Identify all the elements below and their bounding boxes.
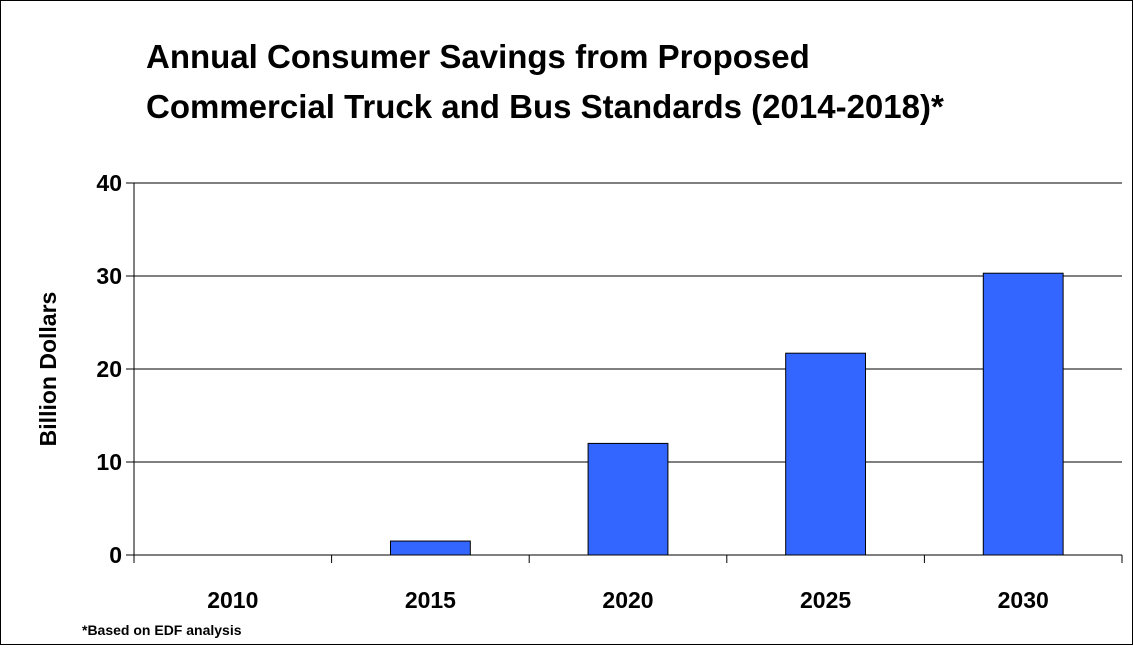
x-tick-label: 2015 [405, 587, 456, 613]
bars [389, 272, 1064, 556]
bar-2020 [587, 442, 669, 556]
bar-2025 [785, 352, 867, 556]
x-tick-labels: 2010 2015 2020 2025 2030 [207, 587, 1049, 613]
x-tick-label: 2010 [207, 587, 258, 613]
chart-title-line-2: Commercial Truck and Bus Standards (2014… [146, 88, 944, 125]
y-tick-label: 40 [96, 170, 122, 196]
y-tick-label: 20 [96, 356, 122, 382]
x-tick-label: 2020 [602, 587, 653, 613]
footnote: *Based on EDF analysis [82, 622, 242, 638]
y-tick-label: 30 [96, 263, 122, 289]
y-axis-label: Billion Dollars [35, 292, 61, 447]
bar-2015 [389, 540, 471, 556]
axes [126, 182, 1123, 563]
y-tick-label: 10 [96, 449, 122, 475]
x-tick-label: 2030 [998, 587, 1049, 613]
bar-2030 [982, 272, 1064, 556]
chart-title-line-1: Annual Consumer Savings from Proposed [146, 38, 810, 75]
y-tick-labels: 0 10 20 30 40 [96, 170, 122, 568]
y-tick-label: 0 [109, 542, 122, 568]
x-tick-label: 2025 [800, 587, 851, 613]
